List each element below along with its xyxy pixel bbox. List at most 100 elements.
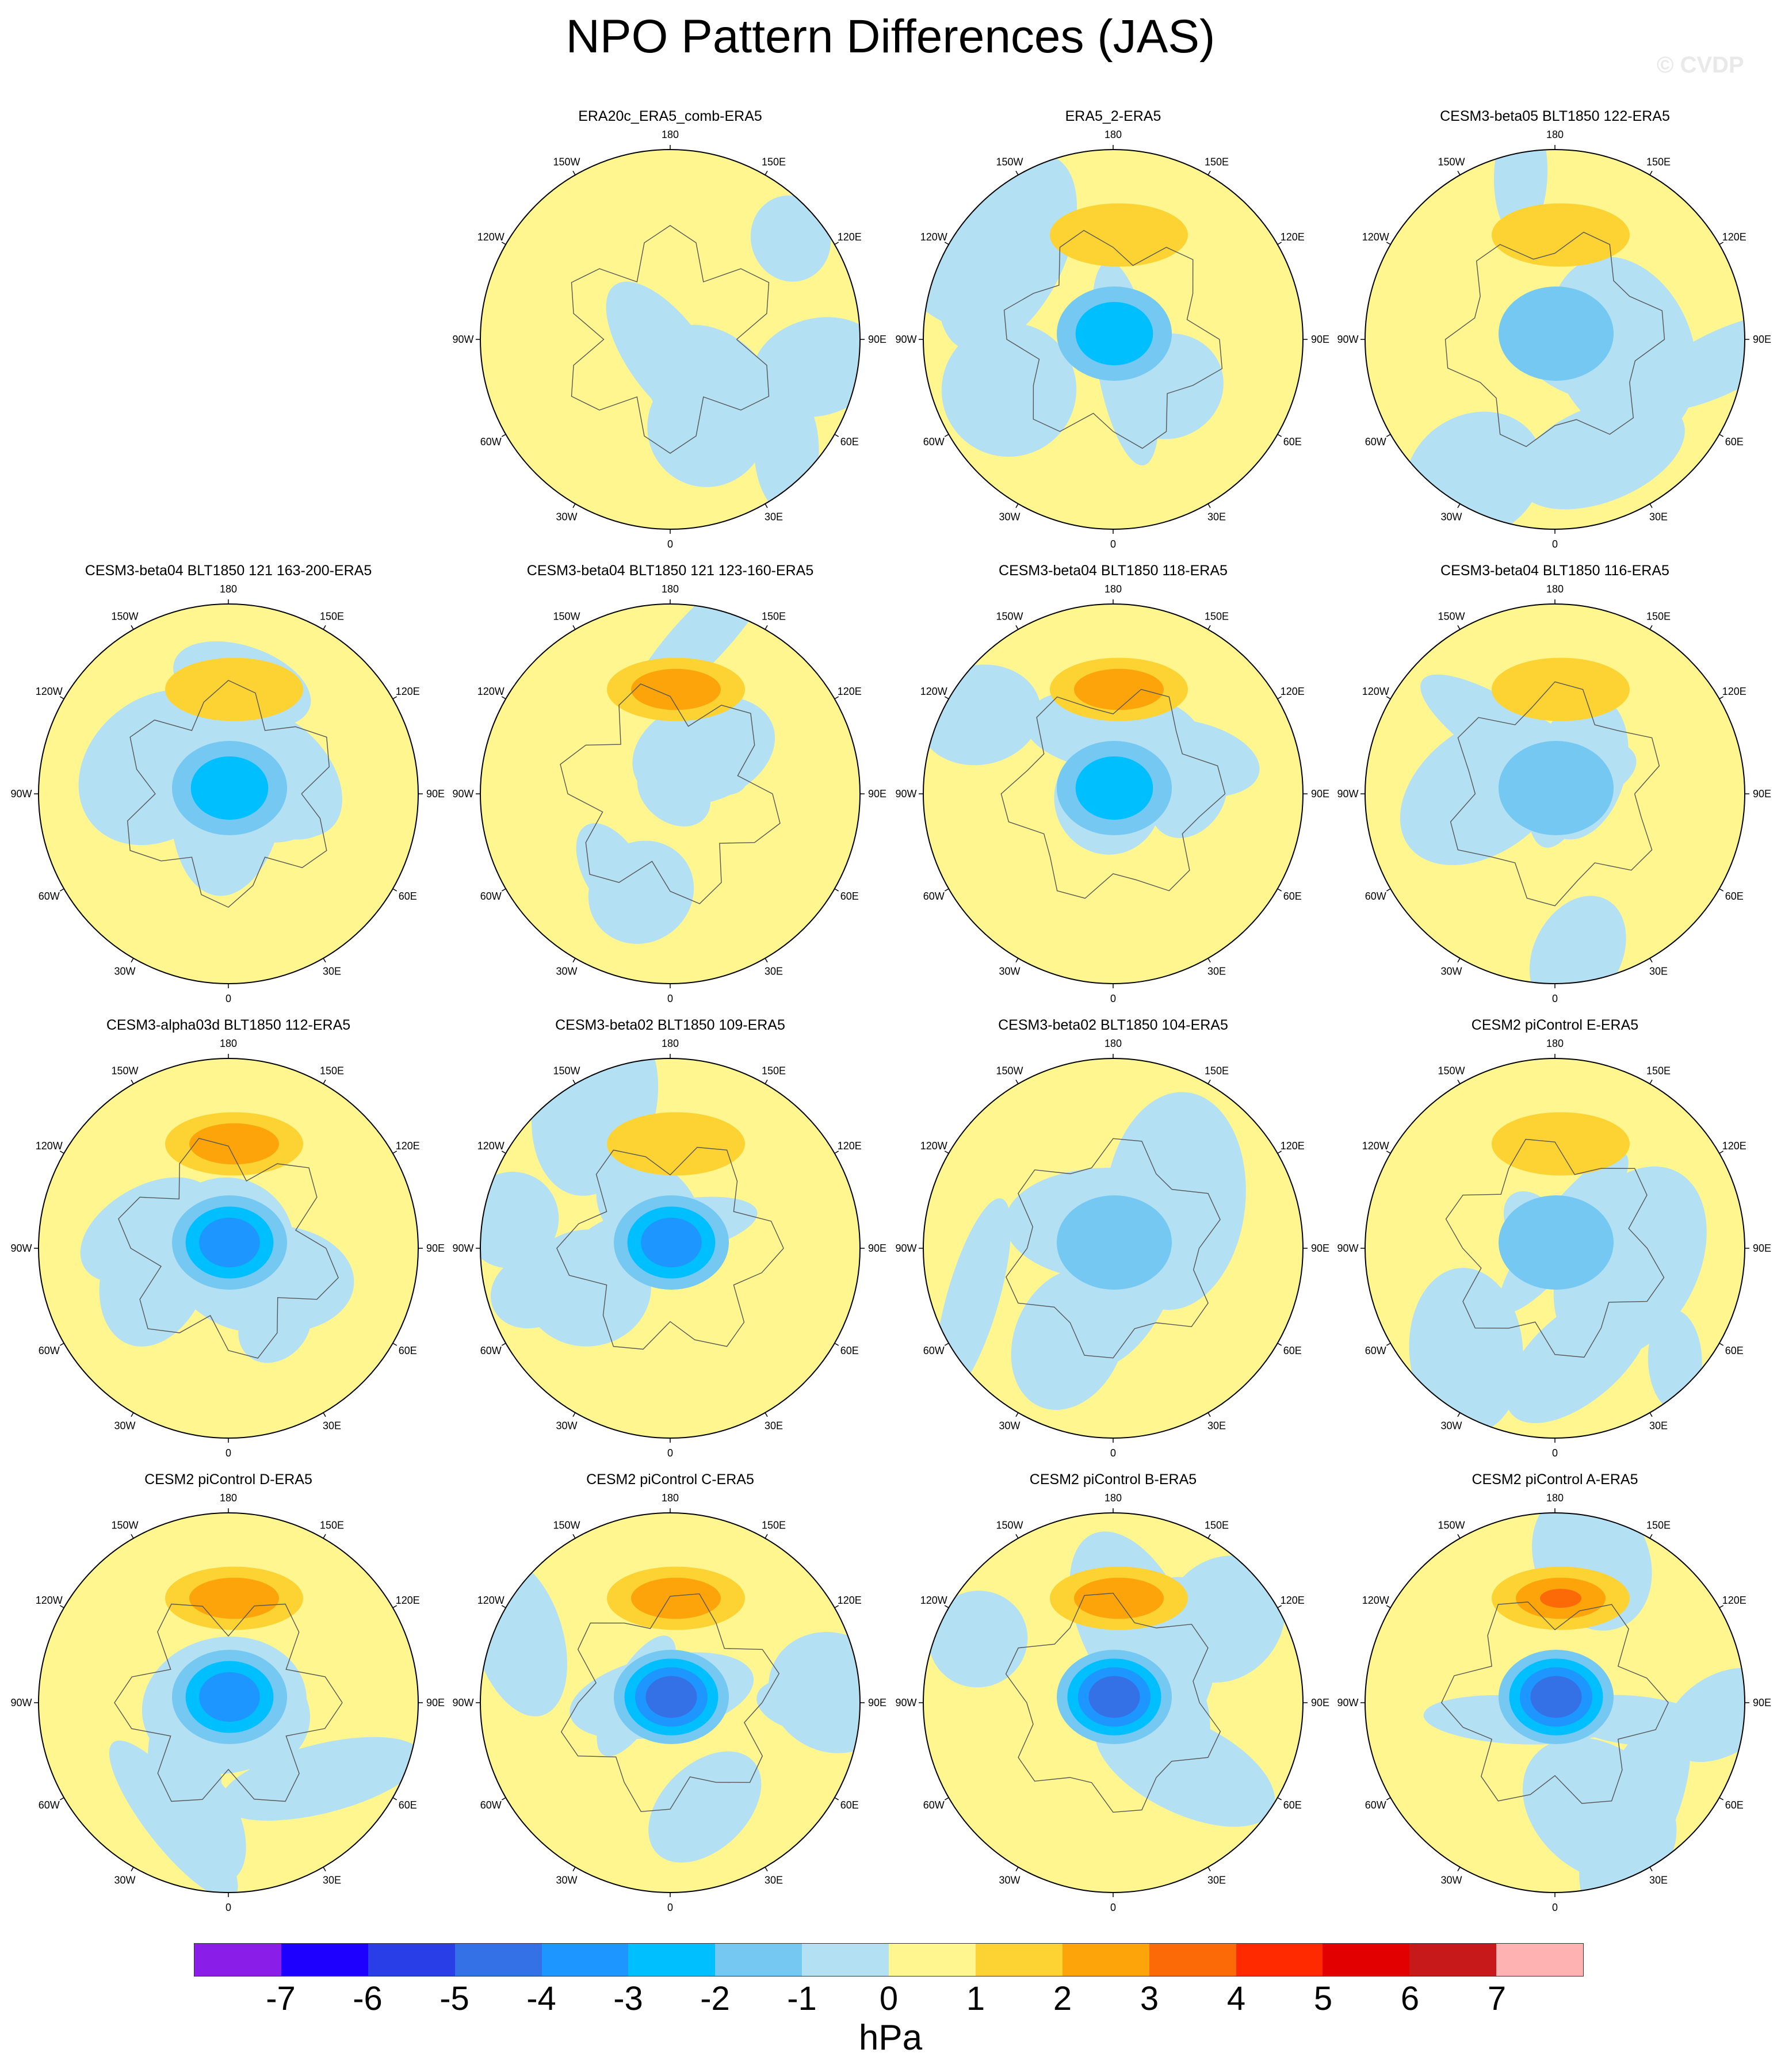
longitude-label: 120W xyxy=(477,1140,505,1152)
colorbar-unit-label: hPa xyxy=(858,2018,923,2058)
longitude-label: 90E xyxy=(1753,1697,1771,1708)
longitude-tick xyxy=(765,170,768,175)
longitude-label: 60W xyxy=(923,890,945,902)
longitude-label: 90W xyxy=(452,334,473,345)
longitude-tick xyxy=(131,1534,134,1539)
longitude-label: 120W xyxy=(1362,231,1389,243)
longitude-tick xyxy=(572,1867,576,1872)
colorbar-tick-label: -1 xyxy=(787,1980,817,2017)
longitude-label: 0 xyxy=(667,1447,673,1459)
longitude-label: 90W xyxy=(1337,788,1358,800)
map-panel: 180 150E 120E 90E 60E 30E 0 30W 60W 90W 120W 150W CE… xyxy=(895,1017,1329,1459)
longitude-label: 180 xyxy=(1104,1038,1122,1049)
longitude-label: 60E xyxy=(1283,890,1302,902)
longitude-tick xyxy=(1719,242,1724,245)
page-title: NPO Pattern Differences (JAS) xyxy=(565,10,1216,63)
coastline-outline xyxy=(1006,1138,1221,1359)
colorbar-swatch xyxy=(454,1944,542,1976)
panel-title: CESM3-beta04 BLT1850 121 123-160-ERA5 xyxy=(527,563,813,579)
longitude-label: 0 xyxy=(226,1902,231,1913)
longitude-label: 60W xyxy=(1365,1345,1386,1356)
longitude-tick xyxy=(1649,1534,1653,1539)
longitude-label: 0 xyxy=(667,1902,673,1913)
negative-anomaly-region xyxy=(163,1764,246,1883)
longitude-label: 150E xyxy=(320,611,344,622)
longitude-tick xyxy=(1457,1534,1461,1539)
arctic-low-contour xyxy=(199,1672,260,1722)
longitude-label: 60E xyxy=(1283,436,1302,448)
colorbar-swatch xyxy=(802,1944,889,1976)
longitude-label: 150W xyxy=(111,611,138,622)
longitude-label: 30E xyxy=(1207,1874,1226,1886)
longitude-label: 90E xyxy=(1311,1243,1329,1254)
colorbar-tick-label: 0 xyxy=(879,1980,899,2017)
arctic-low-contour xyxy=(645,1676,697,1718)
arctic-low-contour xyxy=(1075,756,1153,820)
longitude-tick xyxy=(1015,958,1019,963)
longitude-tick xyxy=(501,1343,506,1346)
longitude-tick xyxy=(392,1343,398,1346)
longitude-label: 180 xyxy=(220,1038,237,1049)
negative-anomaly-region xyxy=(928,1591,1028,1688)
coastline-outline xyxy=(560,1593,780,1813)
longitude-label: 30W xyxy=(1440,965,1462,977)
longitude-label: 60W xyxy=(480,1345,502,1356)
longitude-tick xyxy=(323,1867,326,1872)
longitude-label: 0 xyxy=(1110,1902,1116,1913)
longitude-label: 90W xyxy=(452,1697,473,1708)
longitude-label: 30W xyxy=(1440,1420,1462,1431)
longitude-label: 150W xyxy=(111,1065,138,1077)
longitude-tick xyxy=(944,888,949,892)
longitude-label: 180 xyxy=(1546,1492,1564,1504)
longitude-label: 120W xyxy=(920,1140,947,1152)
colorbar-swatch xyxy=(889,1944,976,1976)
longitude-label: 60W xyxy=(1365,1799,1386,1811)
panel-title: CESM3-beta04 BLT1850 118-ERA5 xyxy=(999,563,1228,579)
map-panel: 180 150E 120E 90E 60E 30E 0 30W 60W 90W 120W 150W CE… xyxy=(452,563,886,1004)
longitude-label: 30E xyxy=(765,965,783,977)
positive-anomaly-lobe xyxy=(631,668,721,710)
longitude-label: 60W xyxy=(480,436,502,448)
map-panel: 180 150E 120E 90E 60E 30E 0 30W 60W 90W 120W 150W CE… xyxy=(895,563,1329,1004)
longitude-tick xyxy=(1649,958,1653,963)
longitude-tick xyxy=(1015,625,1019,630)
longitude-label: 30W xyxy=(999,965,1020,977)
coastline-outline xyxy=(1003,230,1223,449)
longitude-tick xyxy=(1457,170,1461,175)
arctic-low-contour xyxy=(190,756,269,820)
longitude-label: 120W xyxy=(1362,686,1389,697)
coastline-outline xyxy=(1444,231,1665,448)
longitude-label: 150E xyxy=(1205,156,1229,168)
longitude-tick xyxy=(944,1605,949,1608)
panel-title: CESM2 piControl D-ERA5 xyxy=(144,1471,312,1488)
arctic-low-contour xyxy=(1499,286,1614,381)
longitude-label: 150E xyxy=(1205,1520,1229,1531)
longitude-tick xyxy=(392,888,398,892)
longitude-label: 150E xyxy=(762,1065,786,1077)
panel-title: CESM3-beta04 BLT1850 116-ERA5 xyxy=(1440,563,1669,579)
longitude-label: 0 xyxy=(226,993,231,1004)
longitude-tick xyxy=(1457,958,1461,963)
longitude-tick xyxy=(1386,242,1391,245)
longitude-tick xyxy=(1649,1412,1653,1417)
longitude-tick xyxy=(765,958,768,963)
map-panel: 180 150E 120E 90E 60E 30E 0 30W 60W 90W 120W 150W CE… xyxy=(895,1471,1329,1913)
longitude-tick xyxy=(1457,625,1461,630)
longitude-label: 90E xyxy=(868,788,886,800)
longitude-label: 90W xyxy=(1337,1697,1358,1708)
longitude-tick xyxy=(944,1150,949,1154)
longitude-label: 90E xyxy=(1311,788,1329,800)
colorbar-tick-label: -3 xyxy=(613,1980,643,2017)
colorbar-swatch xyxy=(1496,1944,1583,1976)
longitude-label: 180 xyxy=(662,1492,679,1504)
positive-anomaly-lobe xyxy=(189,1577,279,1619)
longitude-tick xyxy=(1386,1150,1391,1154)
longitude-label: 60E xyxy=(1725,436,1744,448)
longitude-label: 90W xyxy=(452,1243,473,1254)
panel-title: CESM3-beta02 BLT1850 104-ERA5 xyxy=(998,1017,1228,1033)
longitude-label: 60E xyxy=(1725,1345,1744,1356)
coastline-outline xyxy=(114,1603,343,1802)
longitude-tick xyxy=(323,958,326,963)
longitude-label: 60E xyxy=(840,1799,859,1811)
longitude-tick xyxy=(572,1534,576,1539)
